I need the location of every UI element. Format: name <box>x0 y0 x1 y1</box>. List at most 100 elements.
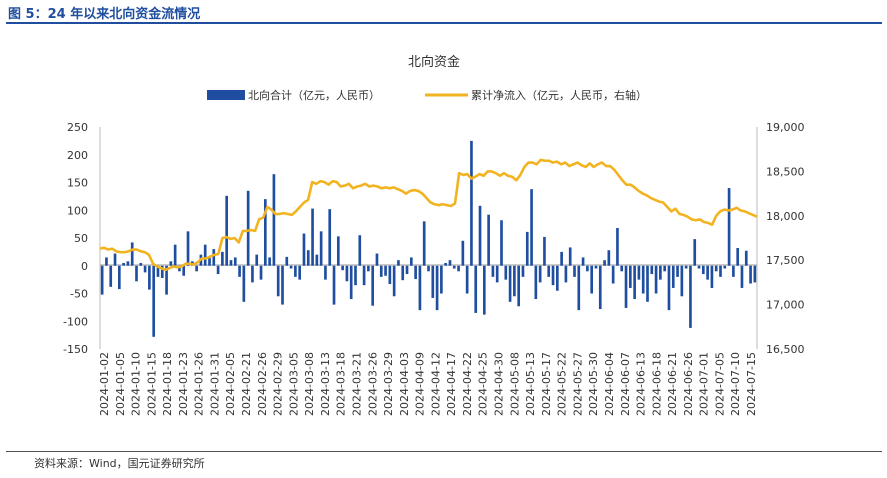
bar <box>251 265 254 283</box>
bar <box>701 265 705 275</box>
source-note: 资料来源：Wind，国元证券研究所 <box>34 457 205 470</box>
bar <box>216 265 220 275</box>
bar <box>148 265 151 290</box>
x-tick-label: 2024-04-12 <box>429 352 442 416</box>
bar <box>594 265 598 269</box>
bar <box>654 265 658 294</box>
bar <box>371 265 375 306</box>
bar <box>203 244 207 266</box>
x-tick-label: 2024-03-21 <box>351 352 364 416</box>
bar <box>156 265 160 277</box>
x-tick-label: 2024-05-08 <box>508 352 521 416</box>
x-tick-label: 2024-01-23 <box>177 352 190 416</box>
bar <box>306 250 310 266</box>
bar <box>444 262 448 266</box>
bar <box>676 265 679 277</box>
bar <box>409 257 413 266</box>
bar <box>246 190 250 266</box>
bar <box>143 265 147 273</box>
bar <box>178 265 181 272</box>
bar <box>152 265 156 337</box>
bar <box>564 265 568 283</box>
bar <box>684 265 688 269</box>
bar <box>749 265 752 284</box>
bar <box>706 265 709 280</box>
axes <box>99 127 758 349</box>
x-tick-label: 2024-01-26 <box>193 352 206 416</box>
bar <box>298 265 302 280</box>
bar <box>521 265 525 277</box>
figure-label: 图 5： <box>8 7 48 22</box>
bar <box>319 231 323 266</box>
bar <box>465 265 469 294</box>
figure-header: 图 5：24 年以来北向资金流情况 <box>8 3 200 22</box>
bar <box>384 265 387 276</box>
bar <box>105 257 108 266</box>
x-tick-label: 2024-04-30 <box>493 352 506 416</box>
x-tick-label: 2024-06-07 <box>619 352 632 416</box>
bar <box>607 250 611 266</box>
bar <box>285 256 289 266</box>
x-tick-label: 2024-02-05 <box>224 352 237 416</box>
bar <box>345 265 349 282</box>
bar <box>719 265 722 277</box>
x-tick-label: 2024-07-15 <box>745 352 758 416</box>
bar <box>495 265 499 283</box>
x-tick-label: 2024-03-13 <box>319 352 332 416</box>
bar <box>276 265 280 297</box>
bar <box>354 265 357 286</box>
x-tick-label: 2024-06-04 <box>603 352 616 416</box>
left-axis-ticks: 250 200 150 100 50 0 -50 -100 -150 <box>63 121 88 356</box>
bar <box>349 265 353 300</box>
bar <box>611 265 615 284</box>
x-tick-label: 2024-04-09 <box>414 352 427 416</box>
bar <box>624 265 628 308</box>
bar <box>727 188 731 266</box>
bar <box>646 265 649 302</box>
x-tick-label: 2024-06-26 <box>682 352 695 416</box>
x-tick-label: 2024-03-26 <box>366 352 379 416</box>
x-tick-label: 2024-03-29 <box>382 352 395 416</box>
bar <box>259 265 263 280</box>
x-tick-label: 2024-01-15 <box>145 352 158 416</box>
bar <box>169 261 173 266</box>
bar <box>414 265 417 280</box>
x-tick-label: 2024-07-05 <box>713 352 726 416</box>
bar <box>375 253 379 266</box>
left-tick-label: 50 <box>74 232 88 245</box>
right-tick-label: 19,000 <box>766 121 805 134</box>
legend-line-label: 累计净流入（亿元，人民币，右轴） <box>471 88 647 102</box>
bar <box>109 265 113 287</box>
bar <box>165 265 168 295</box>
bar <box>212 249 216 266</box>
bar <box>581 257 585 266</box>
bar <box>590 265 594 294</box>
bar <box>328 209 332 266</box>
bar <box>117 265 121 290</box>
bar <box>628 265 632 288</box>
bar <box>422 221 426 266</box>
left-tick-label: 250 <box>67 121 88 134</box>
x-tick-label: 2024-06-18 <box>650 352 663 416</box>
cumulative-line <box>99 158 758 272</box>
bar <box>255 254 259 266</box>
x-tick-label: 2024-02-21 <box>240 352 253 416</box>
x-tick-label: 2024-05-17 <box>540 352 553 416</box>
figure-title: 24 年以来北向资金流情况 <box>47 7 201 22</box>
bar <box>233 257 237 266</box>
x-tick-label: 2024-07-01 <box>698 352 711 416</box>
bar <box>229 260 233 266</box>
bar <box>487 214 490 266</box>
x-tick-label: 2024-03-05 <box>287 352 300 416</box>
bar <box>341 265 344 271</box>
bar <box>508 265 512 302</box>
bar <box>500 220 503 266</box>
bar <box>379 265 383 277</box>
bar <box>740 265 744 288</box>
bar <box>457 265 460 272</box>
x-tick-label: 2024-01-10 <box>130 352 143 416</box>
bar <box>689 265 692 328</box>
bar <box>491 265 495 277</box>
x-tick-label: 2024-06-21 <box>666 352 679 416</box>
bar <box>714 265 718 272</box>
